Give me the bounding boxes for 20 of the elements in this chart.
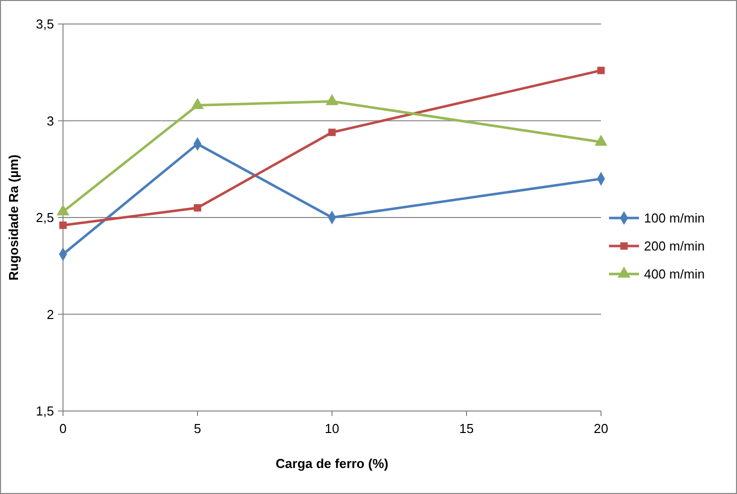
- legend-label: 400 m/min: [644, 266, 705, 282]
- legend-label: 200 m/min: [644, 238, 705, 254]
- y-tick-label: 2,5: [36, 210, 54, 226]
- x-tick-label: 0: [59, 421, 67, 436]
- point: [326, 94, 338, 106]
- x-tick-label: 5: [194, 421, 202, 436]
- legend-label: 100 m/min: [644, 210, 705, 226]
- y-tick-label: 3,5: [36, 16, 54, 32]
- y-tick-label: 2: [46, 306, 54, 322]
- x-tick-label: 10: [324, 421, 340, 436]
- y-tick-label: 3: [46, 113, 54, 128]
- y-axis-title: Rugosidade Ra (µm): [6, 154, 21, 280]
- y-tick-label: 1,5: [36, 404, 54, 419]
- point: [194, 204, 202, 212]
- x-axis-title: Carga de ferro (%): [276, 456, 388, 471]
- point: [59, 222, 67, 229]
- x-tick-label: 15: [459, 421, 474, 436]
- point: [597, 66, 605, 74]
- point: [328, 128, 336, 136]
- x-tick-label: 20: [594, 421, 608, 436]
